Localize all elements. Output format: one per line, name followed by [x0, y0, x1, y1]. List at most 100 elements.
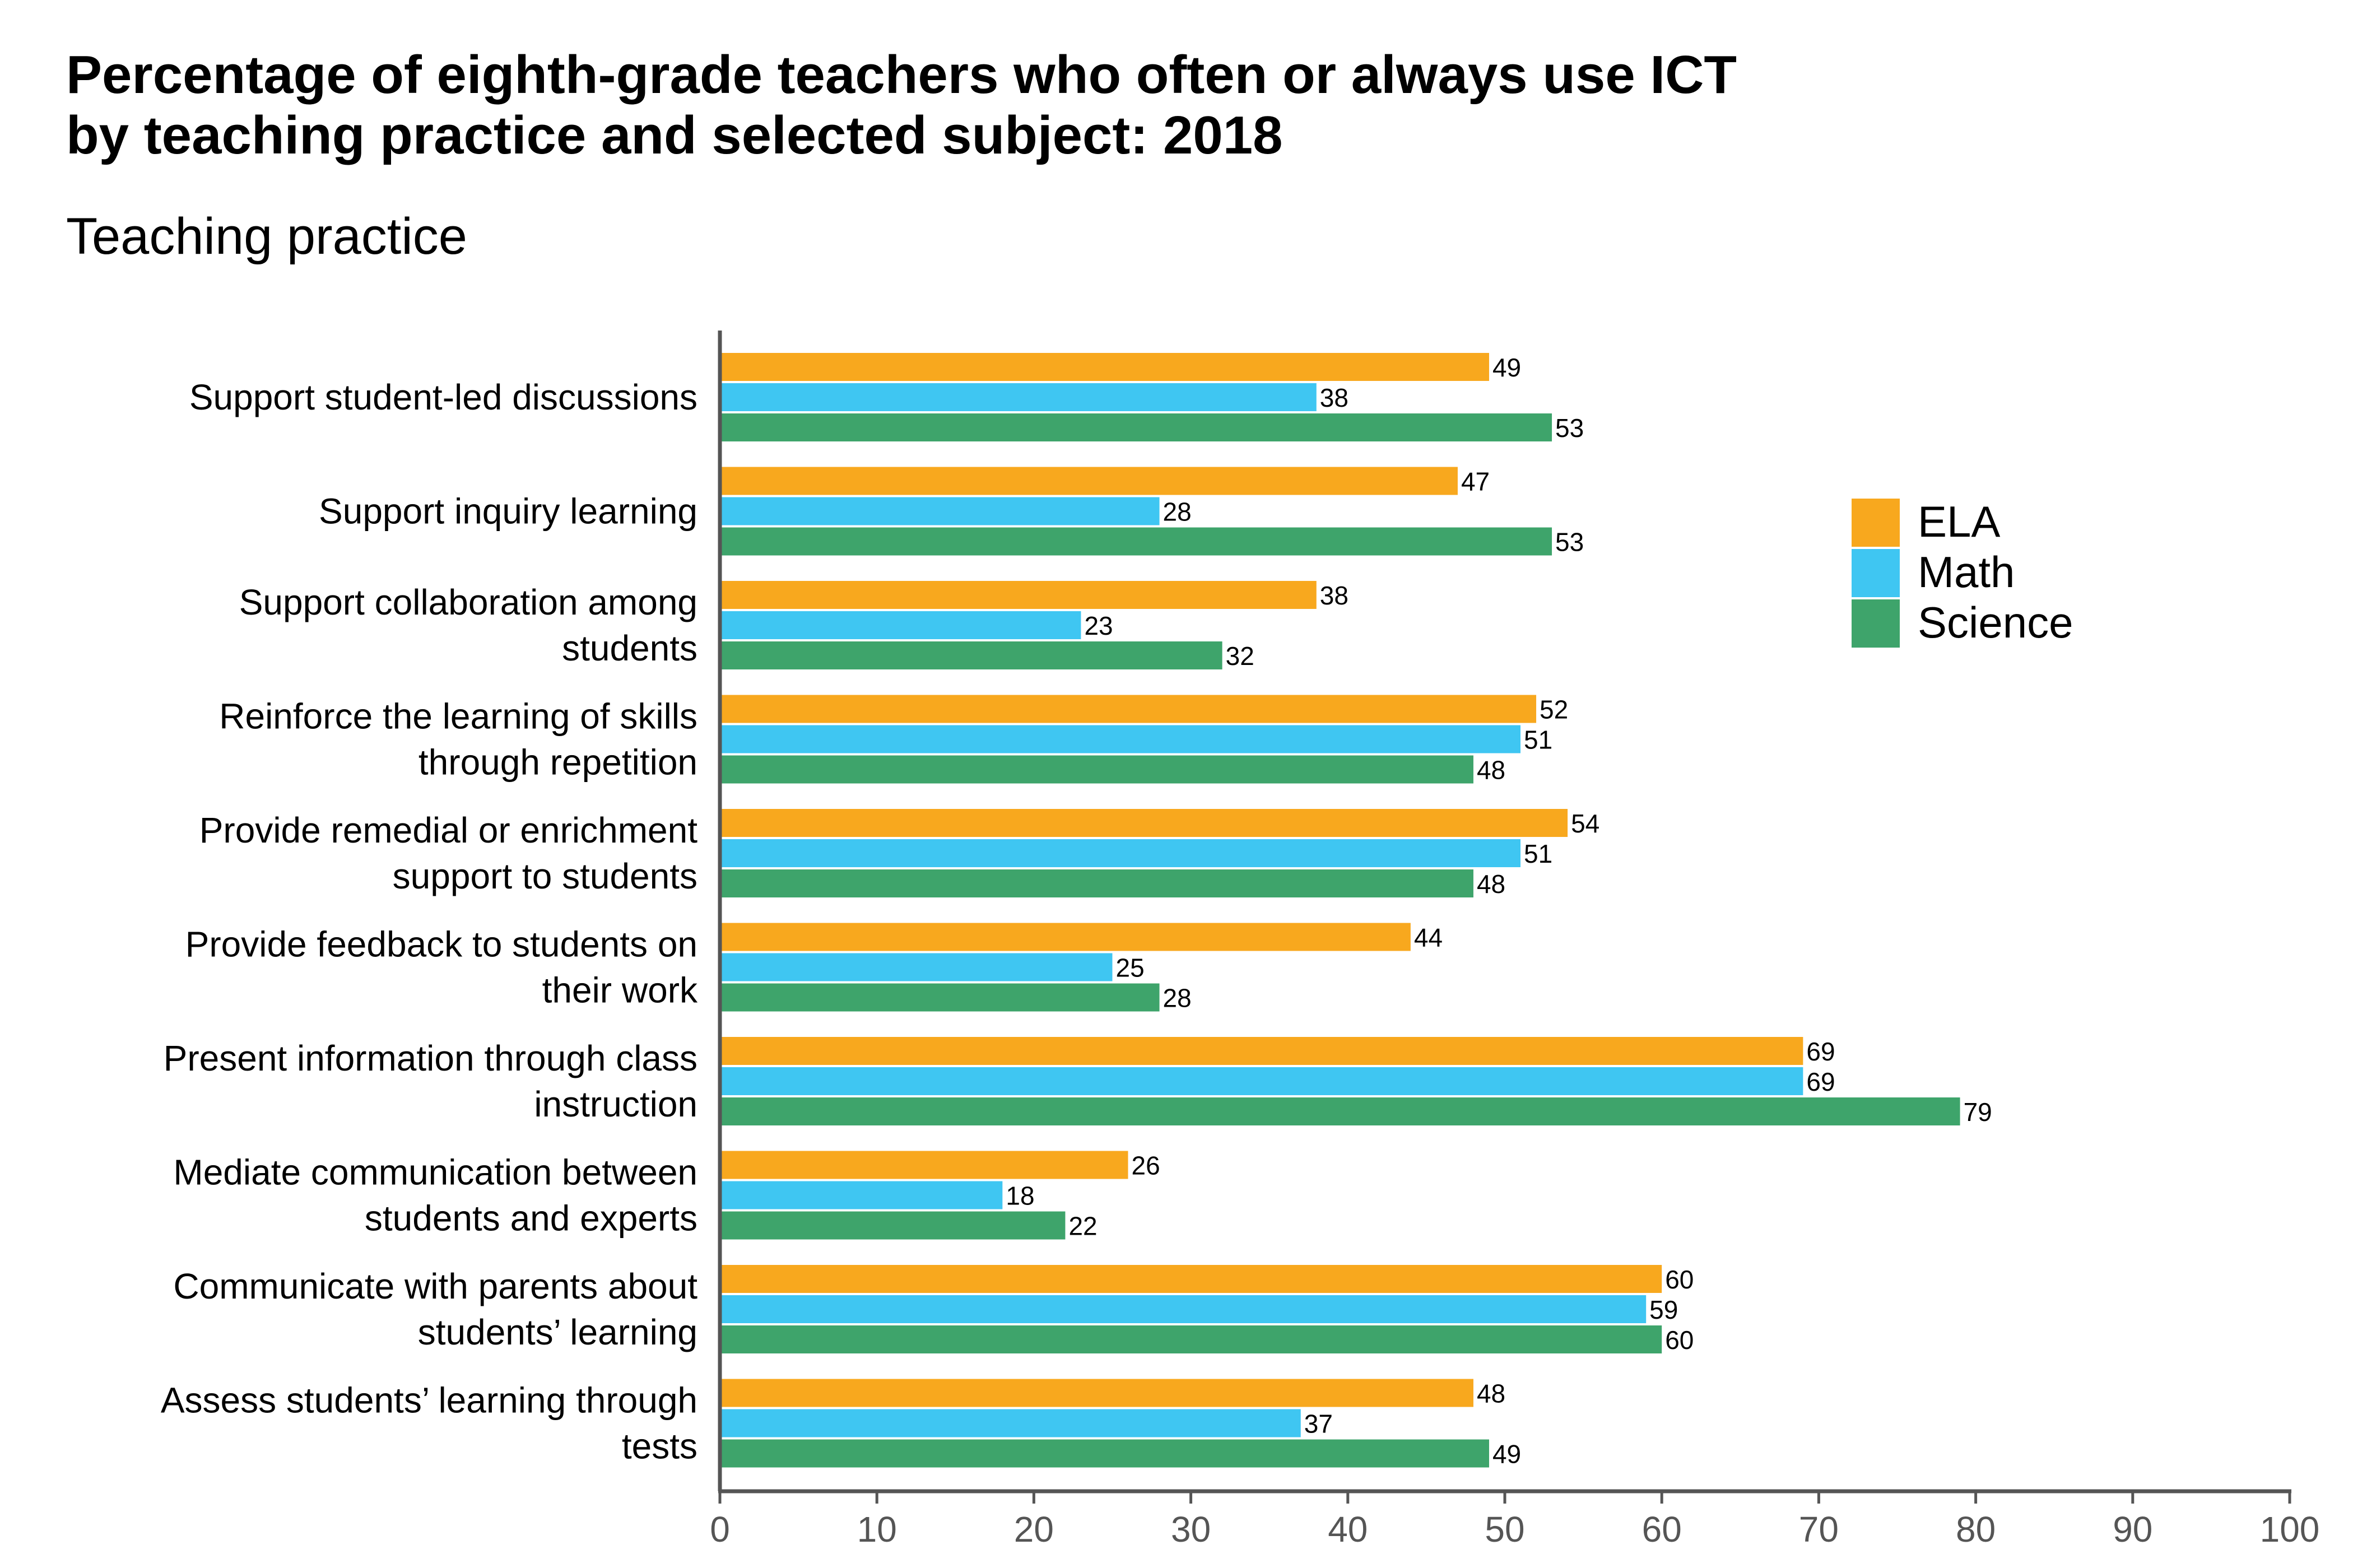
x-tick-label-30: 30: [1171, 1509, 1211, 1550]
category-label-1-line-1: Support inquiry learning: [319, 491, 697, 532]
data-label-math-5: 25: [1116, 953, 1145, 983]
data-label-science-0: 53: [1555, 413, 1584, 443]
data-label-ela-0: 49: [1492, 353, 1521, 382]
data-label-math-1: 28: [1163, 497, 1192, 527]
data-label-ela-6: 69: [1806, 1037, 1835, 1066]
bar-science-5: [720, 983, 1160, 1012]
x-tick-label-0: 0: [710, 1509, 730, 1550]
legend-label-science: Science: [1918, 598, 2073, 647]
legend-swatch-science: [1852, 599, 1900, 648]
bar-math-9: [720, 1409, 1301, 1437]
bar-ela-1: [720, 467, 1458, 495]
bar-math-3: [720, 725, 1521, 753]
bar-ela-3: [720, 695, 1537, 723]
bar-math-2: [720, 611, 1081, 639]
category-label-9-line-2: tests: [622, 1426, 697, 1467]
data-label-science-6: 79: [1964, 1097, 1992, 1127]
data-label-science-2: 32: [1226, 641, 1254, 671]
data-label-math-2: 23: [1084, 611, 1113, 640]
x-tick-label-70: 70: [1799, 1509, 1839, 1550]
category-label-0-line-1: Support student-led discussions: [189, 377, 697, 417]
bar-ela-7: [720, 1151, 1128, 1179]
data-label-ela-3: 52: [1540, 695, 1568, 724]
data-label-math-9: 37: [1304, 1409, 1333, 1439]
x-tick-label-20: 20: [1014, 1509, 1054, 1550]
bar-math-8: [720, 1295, 1647, 1323]
data-label-math-0: 38: [1320, 383, 1348, 412]
bar-ela-6: [720, 1037, 1803, 1065]
x-axis: 0 10 20 30 40 50 60 70 80 90 100: [710, 331, 2319, 1550]
bar-science-0: [720, 413, 1552, 441]
category-label-6-line-1: Present information through class: [164, 1038, 697, 1078]
x-tick-label-10: 10: [857, 1509, 897, 1550]
bar-ela-4: [720, 809, 1568, 837]
category-label-4-line-2: support to students: [393, 856, 697, 896]
data-label-ela-2: 38: [1320, 581, 1348, 610]
bar-math-5: [720, 953, 1113, 981]
data-label-math-8: 59: [1649, 1295, 1678, 1324]
legend-label-ela: ELA: [1918, 497, 2000, 546]
bar-math-1: [720, 497, 1160, 525]
bar-ela-5: [720, 923, 1411, 951]
data-label-ela-4: 54: [1571, 809, 1599, 838]
data-label-math-6: 69: [1806, 1067, 1835, 1096]
data-label-ela-5: 44: [1414, 923, 1443, 952]
data-label-science-4: 48: [1477, 869, 1505, 899]
category-label-3-line-1: Reinforce the learning of skills: [219, 696, 697, 737]
bar-science-9: [720, 1439, 1489, 1468]
data-label-ela-8: 60: [1665, 1265, 1694, 1294]
category-label-5-line-2: their work: [542, 970, 698, 1011]
x-tick-label-60: 60: [1642, 1509, 1682, 1550]
bar-science-2: [720, 641, 1222, 669]
data-label-ela-1: 47: [1461, 467, 1490, 496]
data-label-math-7: 18: [1006, 1181, 1034, 1211]
chart-title: Percentage of eighth-grade teachers who …: [66, 45, 2251, 166]
category-label-5-line-1: Provide feedback to students on: [185, 924, 697, 965]
x-tick-label-50: 50: [1485, 1509, 1524, 1550]
data-label-math-4: 51: [1524, 839, 1552, 868]
bar-science-7: [720, 1211, 1066, 1240]
bar-math-4: [720, 839, 1521, 867]
bar-science-1: [720, 527, 1552, 556]
category-label-2-line-1: Support collaboration among: [239, 582, 697, 622]
bar-science-3: [720, 755, 1473, 784]
data-label-science-7: 22: [1068, 1212, 1097, 1241]
x-tick-label-90: 90: [2113, 1509, 2152, 1550]
bar-math-6: [720, 1067, 1803, 1095]
bar-ela-9: [720, 1379, 1473, 1407]
category-label-9-line-1: Assess students’ learning through: [161, 1380, 697, 1421]
bar-ela-2: [720, 581, 1317, 609]
category-label-2-line-2: students: [562, 628, 697, 668]
category-label-7-line-2: students and experts: [365, 1198, 697, 1239]
x-tick-label-80: 80: [1956, 1509, 1996, 1550]
bar-math-0: [720, 383, 1317, 411]
data-label-ela-9: 48: [1477, 1379, 1505, 1408]
data-label-science-5: 28: [1163, 984, 1192, 1013]
x-tick-label-40: 40: [1328, 1509, 1368, 1550]
bars-layer: 4938534728533823325251485451484425286969…: [720, 353, 1992, 1469]
category-label-6-line-2: instruction: [534, 1084, 697, 1124]
category-label-8-line-2: students’ learning: [418, 1312, 697, 1352]
data-label-science-1: 53: [1555, 528, 1584, 557]
data-label-science-3: 48: [1477, 756, 1505, 785]
data-label-science-8: 60: [1665, 1325, 1694, 1355]
x-tick-label-100: 100: [2260, 1509, 2320, 1550]
category-label-3-line-2: through repetition: [418, 742, 697, 783]
legend-swatch-ela: [1852, 499, 1900, 547]
legend-swatch-math: [1852, 549, 1900, 597]
category-label-4-line-1: Provide remedial or enrichment: [199, 810, 698, 850]
chart-title-line-2: by teaching practice and selected subjec…: [66, 105, 1283, 165]
bar-math-7: [720, 1181, 1003, 1209]
bar-science-6: [720, 1097, 1960, 1125]
category-label-8-line-1: Communicate with parents about: [173, 1266, 697, 1306]
data-label-science-9: 49: [1492, 1440, 1521, 1469]
chart-subtitle: Teaching practice: [66, 208, 467, 265]
data-label-ela-7: 26: [1132, 1151, 1160, 1180]
category-label-7-line-1: Mediate communication between: [173, 1152, 697, 1193]
bar-science-8: [720, 1325, 1662, 1353]
data-label-math-3: 51: [1524, 725, 1552, 755]
bar-ela-8: [720, 1265, 1662, 1293]
chart-title-line-1: Percentage of eighth-grade teachers who …: [66, 45, 1737, 105]
